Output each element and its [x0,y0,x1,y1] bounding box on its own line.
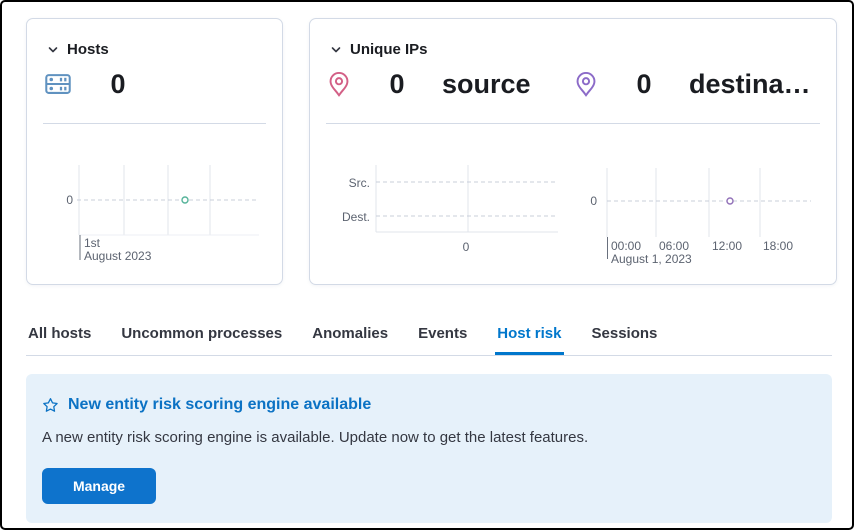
hosts-chart-y-tick: 0 [66,193,73,207]
hosts-data-point [181,196,189,204]
hosts-panel: Hosts 0 [26,18,283,285]
destination-ip-count: 0 [636,68,652,99]
bar-chart-category-src: Src. [349,176,370,190]
unique-ips-panel: Unique IPs 0 source [309,18,837,285]
risk-engine-callout: New entity risk scoring engine available… [26,374,832,523]
bar-chart-category-dest: Dest. [342,210,370,224]
chevron-down-icon[interactable] [330,44,342,56]
tab-host-risk[interactable]: Host risk [495,318,563,355]
hosts-panel-divider [43,123,266,124]
hosts-count-value: 0 [110,68,126,99]
time-chart-x-label: August 1, 2023 [611,252,692,266]
hosts-area-chart: 0 1st August 2023 [66,165,259,263]
time-chart-x-tick-2: 12:00 [712,239,742,253]
star-icon [42,397,59,414]
hosts-chart-x-tick-month: August 2023 [84,249,152,263]
source-ip-stat: 0 source [326,69,573,100]
bar-chart-x-tick: 0 [463,240,470,254]
tab-sessions[interactable]: Sessions [591,325,658,342]
tab-uncommon-processes[interactable]: Uncommon processes [121,325,283,342]
chevron-down-icon[interactable] [47,44,59,56]
time-chart-x-tick-1: 06:00 [659,239,689,253]
manage-button[interactable]: Manage [42,468,156,504]
map-pin-source-icon [326,71,352,97]
time-chart-x-tick-0: 00:00 [611,239,641,253]
tab-all-hosts[interactable]: All hosts [28,325,92,342]
unique-ips-panel-header: Unique IPs [330,41,428,58]
callout-title: New entity risk scoring engine available [68,396,372,413]
destination-ip-label: destina… [689,68,811,99]
unique-ips-panel-divider [326,123,820,124]
unique-ips-panel-title: Unique IPs [350,41,428,58]
time-chart-x-tick-3: 18:00 [763,239,793,253]
tab-events[interactable]: Events [418,325,468,342]
callout-body-text: A new entity risk scoring engine is avai… [42,429,589,446]
callout-header: New entity risk scoring engine available [42,396,371,414]
hosts-panel-title: Hosts [67,41,109,58]
source-ip-count: 0 [389,68,405,99]
time-chart-y-tick: 0 [590,194,597,208]
unique-ips-time-chart: 0 00:00 06:00 12:00 18:00 August 1, 2023 [590,168,811,266]
unique-ips-data-point [726,197,734,205]
hosts-page-tabs: All hosts Uncommon processes Anomalies E… [26,318,832,356]
map-pin-destination-icon [573,71,599,97]
destination-ip-stat: 0 destina… [573,69,820,100]
tab-anomalies[interactable]: Anomalies [312,325,389,342]
hosts-chart-x-tick-day: 1st [84,236,101,250]
source-ip-label: source [442,68,531,99]
hosts-panel-header: Hosts [47,41,109,58]
storage-icon [43,69,73,99]
unique-ips-stat-row: 0 source 0 destina… [326,67,820,101]
unique-ips-bar-chart: Src. Dest. 0 [342,165,558,254]
hosts-stat-row: 0 [43,67,266,101]
